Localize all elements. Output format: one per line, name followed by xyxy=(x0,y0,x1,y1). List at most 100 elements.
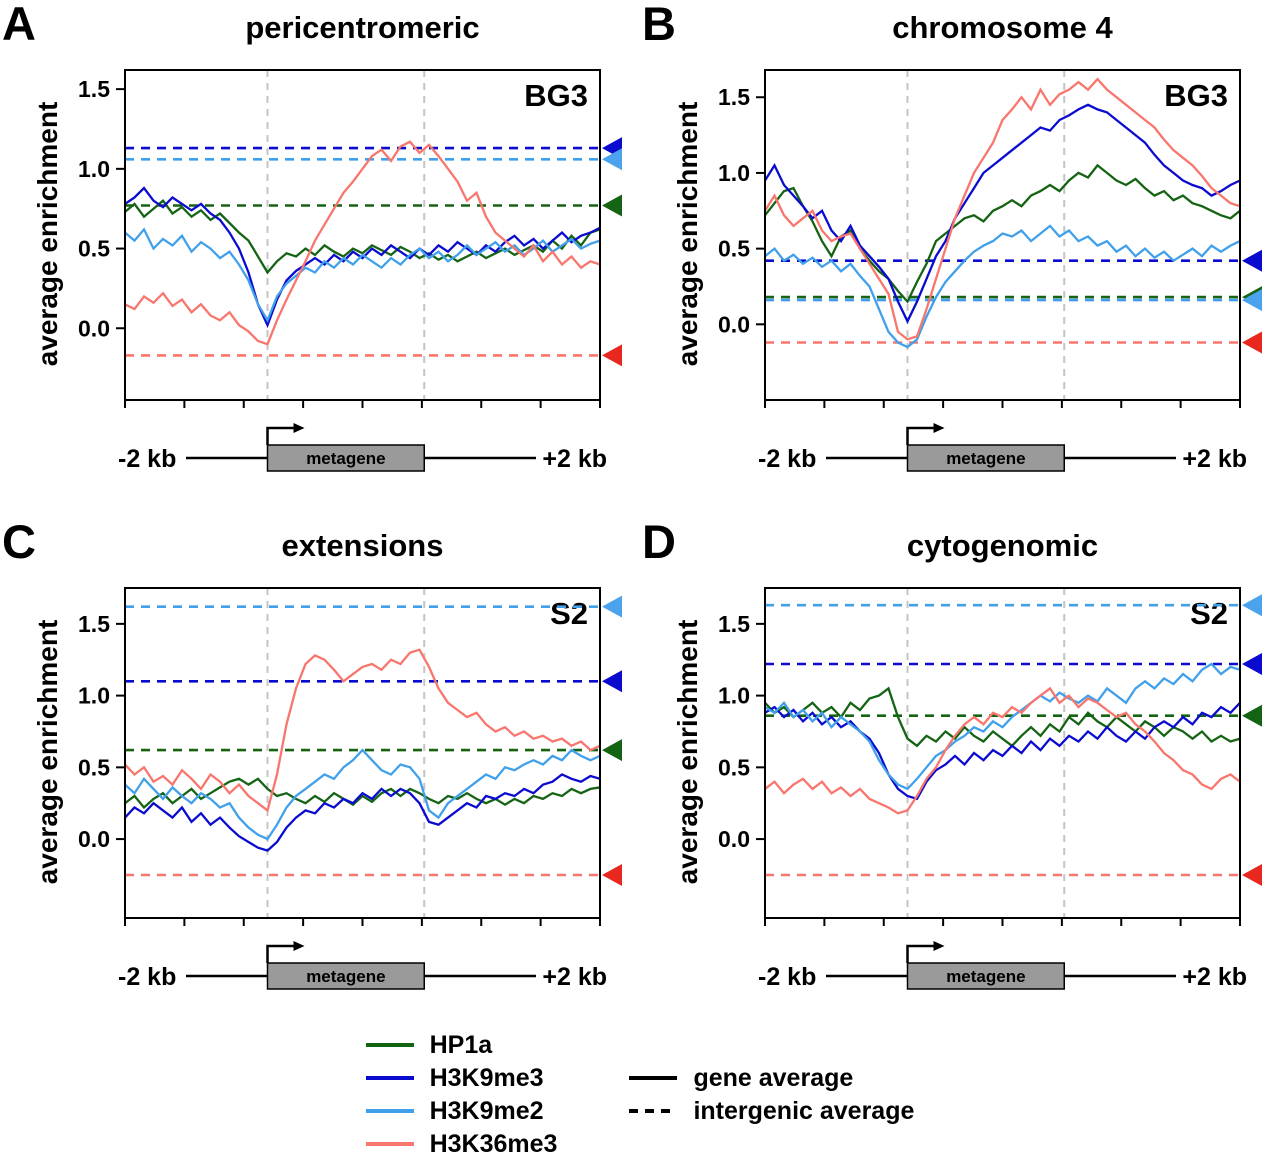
legend-entry-label: H3K9me3 xyxy=(429,1063,544,1092)
y-tick-label: 1.5 xyxy=(78,611,110,637)
tss-arrow-head xyxy=(293,941,305,951)
tss-arrow xyxy=(906,426,934,445)
series-line-HP1a xyxy=(765,686,1240,748)
series-line-H3K9me2 xyxy=(125,748,600,841)
metagene-box-label: metagene xyxy=(946,967,1025,986)
tss-arrow xyxy=(266,426,294,445)
panel-title: cytogenomic xyxy=(906,528,1099,563)
panel-letter: C xyxy=(2,515,36,568)
h3k9me3-line-swatch xyxy=(365,1076,414,1080)
hp1a-line-swatch xyxy=(365,1043,414,1047)
metagene-plot: 0.0 0.5 1.0 1.5 metagene -2 kb +2 kb xyxy=(718,587,1262,991)
x-left-label: -2 kb xyxy=(118,445,176,473)
y-tick-label: 1.5 xyxy=(718,84,750,110)
metagene-box-label: metagene xyxy=(306,449,385,468)
y-tick-label: 0.0 xyxy=(718,826,750,852)
intergenic-arrow-H3K9me2 xyxy=(1242,594,1262,617)
tss-arrow-head xyxy=(933,941,945,951)
series-line-H3K36me3 xyxy=(765,77,1240,341)
metagene-box xyxy=(266,962,425,990)
dashed-line-swatch xyxy=(629,1109,678,1113)
x-left-label: -2 kb xyxy=(758,963,816,991)
series-line-H3K36me3 xyxy=(125,140,600,346)
intergenic-arrow-H3K9me2 xyxy=(602,595,622,618)
series-line-H3K9me3 xyxy=(765,702,1240,801)
intergenic-arrow-H3K9me2 xyxy=(1242,289,1262,312)
metagene-box xyxy=(266,444,425,472)
x-left-label: -2 kb xyxy=(118,963,176,991)
y-tick-label: 1.0 xyxy=(78,156,110,182)
intergenic-arrow-H3K36me3 xyxy=(602,344,622,367)
legend: HP1a H3K9me3 H3K9me2 H3K36me3 gene avera… xyxy=(0,1031,1280,1152)
intergenic-arrow-H3K9me3 xyxy=(1242,249,1262,272)
panel-letter: A xyxy=(2,0,36,50)
y-tick-label: 1.5 xyxy=(718,611,750,637)
metagene-box xyxy=(906,444,1065,472)
panel-title: pericentromeric xyxy=(245,10,480,45)
series-line-HP1a xyxy=(125,199,600,275)
series-line-H3K9me2 xyxy=(765,662,1240,791)
y-tick-label: 0.5 xyxy=(78,236,110,262)
series-line-HP1a xyxy=(125,777,600,810)
legend-entry-label: intergenic average xyxy=(693,1096,915,1125)
metagene-plot: 0.0 0.5 1.0 1.5 metagene -2 kb +2 kb xyxy=(78,69,622,473)
tss-arrow xyxy=(266,944,294,963)
y-tick-label: 0.5 xyxy=(78,754,110,780)
panel-title: extensions xyxy=(281,528,444,563)
legend-entry-h3k9me3: H3K9me3 xyxy=(365,1063,558,1092)
legend-entry-intergenic-average: intergenic average xyxy=(629,1096,915,1125)
x-right-label: +2 kb xyxy=(1182,963,1247,991)
y-tick-label: 0.0 xyxy=(718,311,750,337)
legend-entry-label: H3K9me2 xyxy=(429,1096,544,1125)
y-tick-label: 0.0 xyxy=(78,315,110,341)
panel-title: chromosome 4 xyxy=(892,10,1113,45)
panel-pericentromeric: A pericentromeric average enrichment BG3… xyxy=(0,0,640,505)
y-tick-label: 1.0 xyxy=(718,683,750,709)
intergenic-arrow-HP1a xyxy=(602,739,622,762)
series-line-H3K9me2 xyxy=(125,227,600,323)
intergenic-arrow-H3K9me3 xyxy=(1242,653,1262,676)
x-right-label: +2 kb xyxy=(542,963,607,991)
series-line-H3K9me3 xyxy=(125,186,600,329)
tss-arrow-head xyxy=(933,423,945,433)
intergenic-arrow-H3K36me3 xyxy=(1242,331,1262,354)
tss-arrow xyxy=(906,944,934,963)
intergenic-arrow-H3K9me2 xyxy=(602,148,622,171)
legend-entry-h3k9me2: H3K9me2 xyxy=(365,1096,558,1125)
y-tick-label: 0.5 xyxy=(718,236,750,262)
legend-entry-label: H3K36me3 xyxy=(429,1129,558,1152)
legend-entry-gene-average: gene average xyxy=(629,1063,914,1092)
cell-type-label: S2 xyxy=(550,596,588,631)
panel-chromosome4: B chromosome 4 average enrichment BG3 0.… xyxy=(640,0,1280,505)
intergenic-arrow-HP1a xyxy=(1242,704,1262,727)
metagene-plot: 0.0 0.5 1.0 1.5 metagene -2 kb +2 kb xyxy=(78,587,622,991)
series-line-H3K36me3 xyxy=(125,648,600,813)
y-tick-label: 0.5 xyxy=(718,754,750,780)
panel-cytogenomic: D cytogenomic average enrichment S2 0.0 0… xyxy=(640,518,1280,1023)
intergenic-arrow-H3K36me3 xyxy=(1242,863,1262,886)
series-line-H3K9me3 xyxy=(125,773,600,852)
cell-type-label: S2 xyxy=(1190,596,1228,631)
y-tick-label: 1.5 xyxy=(78,76,110,102)
metagene-box-label: metagene xyxy=(306,967,385,986)
solid-line-swatch xyxy=(629,1076,678,1080)
metagene-box-label: metagene xyxy=(946,449,1025,468)
h3k36me3-line-swatch xyxy=(365,1142,414,1146)
series-line-H3K36me3 xyxy=(765,686,1240,815)
metagene-plot: 0.0 0.5 1.0 1.5 metagene -2 kb +2 kb xyxy=(718,69,1262,473)
intergenic-arrow-HP1a xyxy=(602,194,622,217)
tss-arrow-head xyxy=(293,423,305,433)
y-tick-label: 1.0 xyxy=(718,160,750,186)
legend-entry-label: gene average xyxy=(693,1063,854,1092)
intergenic-arrow-H3K9me3 xyxy=(602,670,622,693)
y-tick-label: 1.0 xyxy=(78,683,110,709)
legend-line-types: gene average intergenic average xyxy=(629,1063,915,1125)
legend-marks: HP1a H3K9me3 H3K9me2 H3K36me3 xyxy=(365,1031,558,1152)
panel-letter: D xyxy=(642,515,676,568)
x-right-label: +2 kb xyxy=(1182,445,1247,473)
series-line-H3K9me3 xyxy=(765,103,1240,324)
h3k9me2-line-swatch xyxy=(365,1109,414,1113)
y-tick-label: 0.0 xyxy=(78,826,110,852)
plot-frame xyxy=(124,69,601,401)
